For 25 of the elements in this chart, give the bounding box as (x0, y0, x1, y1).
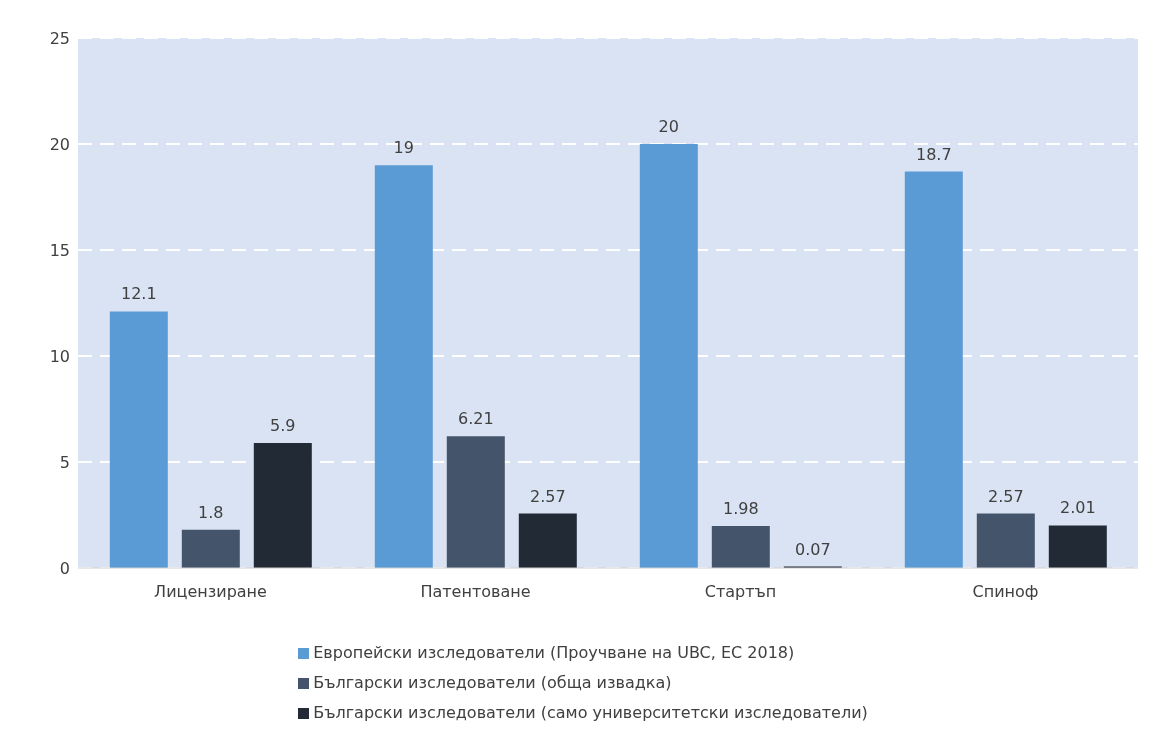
y-tick-label: 25 (49, 28, 70, 48)
y-tick-label: 5 (59, 452, 70, 472)
data-label: 12.1 (120, 284, 157, 304)
legend-label: Български изследователи (само университетски изследователи) (313, 703, 868, 722)
data-label: 5.9 (270, 415, 296, 435)
data-label: 1.98 (722, 499, 759, 519)
data-label: 2.57 (529, 486, 566, 506)
data-label: 2.57 (987, 486, 1024, 506)
x-tick-label: Лицензиране (154, 582, 267, 602)
data-label: 0.07 (794, 539, 831, 559)
data-label: 19 (393, 138, 414, 158)
y-tick-label: 0 (59, 558, 70, 578)
legend-label: Европейски изследователи (Проучване на UBC, ЕС 2018) (313, 643, 795, 662)
x-tick-label: Стартъп (704, 582, 777, 602)
data-label: 20 (658, 117, 679, 136)
y-tick-label: 15 (49, 240, 70, 260)
x-tick-label: Патентоване (420, 582, 531, 602)
data-label: 18.7 (915, 144, 952, 164)
y-tick-label: 20 (49, 134, 70, 154)
data-label: 6.21 (457, 409, 494, 429)
data-label: 2.01 (1059, 498, 1096, 518)
data-label: 1.8 (198, 502, 224, 522)
y-tick-label: 10 (49, 346, 70, 366)
x-tick-label: Спиноф (972, 582, 1039, 602)
legend-label: Български изследователи (обща извадка) (313, 673, 672, 692)
